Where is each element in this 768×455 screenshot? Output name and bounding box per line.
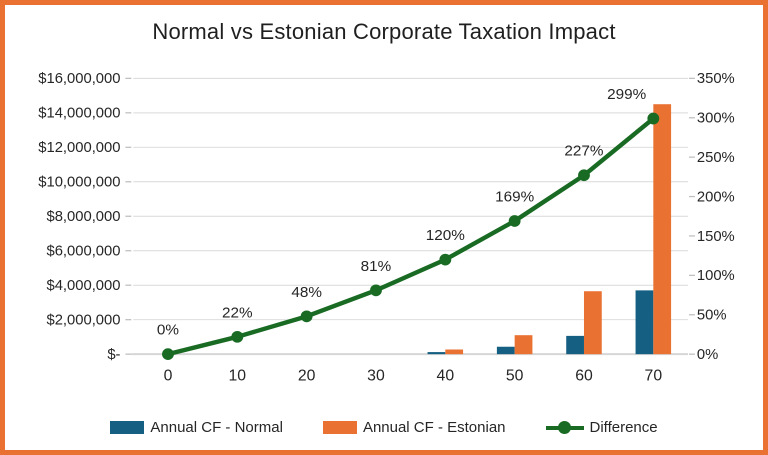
difference-data-label: 81%: [361, 258, 392, 275]
difference-data-label: 120%: [426, 227, 465, 244]
difference-data-label: 0%: [157, 322, 179, 339]
right-axis-tick-label: 100%: [697, 268, 735, 284]
difference-data-label: 227%: [564, 143, 603, 160]
difference-marker: [508, 215, 521, 227]
right-axis-tick-label: 250%: [697, 150, 735, 166]
difference-data-label: 299%: [607, 86, 646, 103]
difference-data-label: 169%: [495, 188, 534, 205]
bar-normal: [635, 290, 654, 355]
difference-data-label: 48%: [291, 284, 322, 301]
x-axis-label: 60: [575, 368, 593, 385]
chart-plot-area: $- $2,000,000 $4,000,000 $6,000,000 $8,000,0…: [38, 71, 735, 385]
legend-label-estonian: Annual CF - Estonian: [362, 419, 506, 436]
legend-swatch-normal: [110, 421, 145, 434]
difference-marker: [162, 348, 174, 361]
chart-title: Normal vs Estonian Corporate Taxation Im…: [152, 19, 616, 44]
bar-normal: [496, 346, 515, 355]
chart-legend: Annual CF - Normal Annual CF - Estonian …: [5, 419, 763, 436]
difference-data-label: 22%: [222, 304, 253, 321]
x-axis-label: 30: [367, 368, 385, 385]
right-axis-tick-label: 350%: [697, 71, 735, 87]
right-axis-tick-label: 300%: [697, 111, 735, 127]
left-axis-tick-label: $4,000,000: [46, 278, 120, 294]
difference-marker: [231, 330, 244, 343]
difference-marker: [439, 253, 452, 266]
legend-item-difference: Difference: [545, 419, 658, 436]
difference-marker: [578, 169, 590, 182]
right-axis-tick-label: 150%: [697, 229, 735, 245]
left-axis-tick-label: $12,000,000: [38, 140, 120, 156]
left-axis-tick-label: $6,000,000: [46, 244, 120, 260]
legend-item-estonian: Annual CF - Estonian: [322, 419, 506, 436]
left-axis-tick-label: $2,000,000: [46, 313, 120, 329]
bar-estonian: [445, 349, 464, 355]
difference-line: [165, 116, 656, 357]
bar-normal: [427, 352, 446, 355]
left-axis-tick-label: $8,000,000: [46, 209, 120, 225]
right-axis-tick-label: 200%: [697, 189, 735, 205]
x-axis-label: 70: [645, 368, 663, 385]
bar-estonian: [514, 335, 533, 355]
right-axis-tick-label: 0%: [697, 347, 718, 363]
left-axis-tick-label: $-: [107, 347, 120, 363]
legend-label-difference: Difference: [589, 419, 658, 436]
legend-label-normal: Annual CF - Normal: [150, 419, 283, 436]
difference-marker: [370, 284, 382, 297]
x-axis-label: 10: [229, 368, 247, 385]
x-axis-label: 0: [164, 368, 173, 385]
x-axis-label: 50: [506, 368, 524, 385]
legend-line-marker-icon: [545, 421, 584, 434]
difference-marker: [647, 112, 660, 125]
right-axis-tick-label: 50%: [697, 308, 727, 324]
x-axis-label: 20: [298, 368, 316, 385]
bar-normal: [566, 335, 584, 355]
left-axis-tick-label: $16,000,000: [38, 71, 120, 87]
bar-estonian: [583, 291, 602, 355]
legend-swatch-estonian: [322, 421, 357, 434]
left-axis-tick-label: $14,000,000: [38, 106, 120, 122]
left-axis-tick-label: $10,000,000: [38, 175, 120, 191]
bar-estonian: [653, 104, 672, 355]
legend-item-normal: Annual CF - Normal: [110, 419, 283, 436]
x-axis-label: 40: [437, 368, 455, 385]
difference-marker: [300, 310, 313, 323]
